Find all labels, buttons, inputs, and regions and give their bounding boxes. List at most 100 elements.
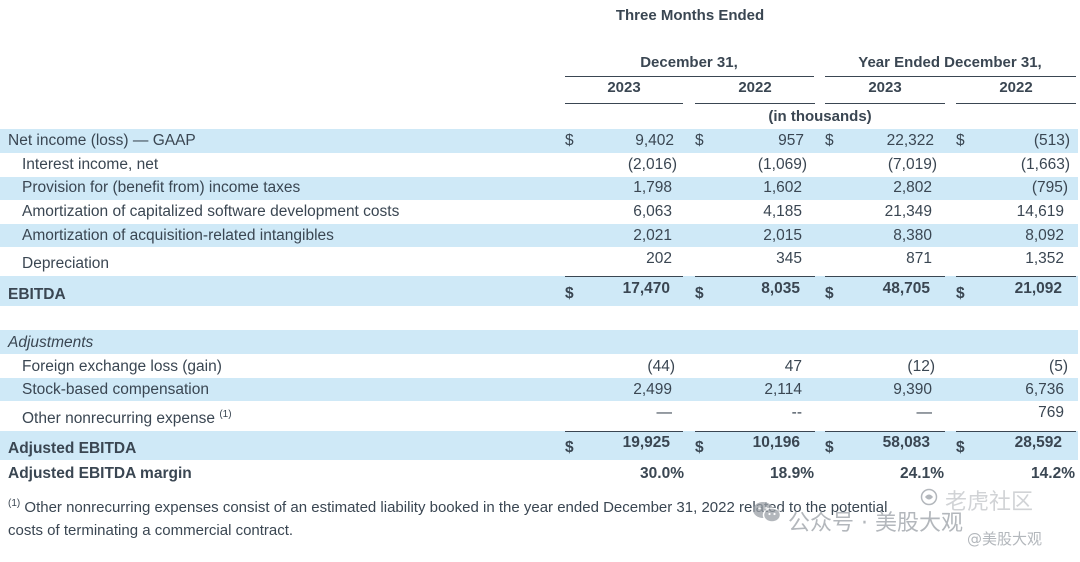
val-provision-4: (795) <box>1031 179 1068 196</box>
val-sbc-3: 9,390 <box>893 381 932 398</box>
rule-ebitda-1 <box>565 276 683 277</box>
val-adj-ebitda-2: 10,196 <box>752 434 800 451</box>
band-adj-ebitda <box>0 431 1078 460</box>
cur-adj-ebitda-2: $ <box>695 439 704 456</box>
val-fx-3: (12) <box>907 358 935 375</box>
val-fx-2: 47 <box>784 358 802 375</box>
cur-net-income-3: $ <box>825 132 834 149</box>
band-amort-acq <box>0 224 1078 247</box>
val-amort-sw-3: 21,349 <box>884 203 932 220</box>
header-year-ended: Year Ended December 31, <box>858 54 1042 71</box>
label-sbc: Stock-based compensation <box>22 381 209 398</box>
label-net-income: Net income (loss) — GAAP <box>8 132 196 149</box>
val-adj-ebitda-1: 19,925 <box>622 434 670 451</box>
val-depreciation-1: 202 <box>646 250 672 267</box>
rule-ebitda-3 <box>825 276 945 277</box>
year-col-2: 2022 <box>738 79 772 96</box>
val-ebitda-2: 8,035 <box>761 280 800 297</box>
val-net-income-1: 9,402 <box>635 132 674 149</box>
cur-adj-ebitda-4: $ <box>956 439 965 456</box>
band-ebitda <box>0 276 1078 306</box>
label-other-footnote-ref: (1) <box>219 409 232 420</box>
footnote-text-1: Other nonrecurring expenses consist of a… <box>20 499 888 516</box>
val-other-1: — <box>656 404 673 421</box>
label-other-text: Other nonrecurring expense <box>22 410 216 428</box>
units-label: (in thousands) <box>768 108 872 125</box>
val-depreciation-3: 871 <box>906 250 932 267</box>
val-amort-sw-1: 6,063 <box>633 203 672 220</box>
val-adj-margin-1: 30.0% <box>640 465 684 482</box>
rule-year-ended <box>825 76 1076 77</box>
label-ebitda: EBITDA <box>8 286 66 303</box>
rule-adj-4 <box>956 431 1076 432</box>
val-interest-4: (1,663) <box>1020 156 1070 173</box>
val-amort-acq-2: 2,015 <box>763 227 802 244</box>
cur-net-income-4: $ <box>956 132 965 149</box>
val-interest-1: (2,016) <box>627 156 677 173</box>
val-interest-3: (7,019) <box>887 156 937 173</box>
label-interest: Interest income, net <box>22 156 159 173</box>
val-amort-acq-1: 2,021 <box>633 227 672 244</box>
label-adjustments: Adjustments <box>8 334 94 351</box>
rule-year-2 <box>695 103 815 104</box>
label-other: Other nonrecurring expense (1) <box>22 409 232 428</box>
cur-net-income-1: $ <box>565 132 574 149</box>
label-fx: Foreign exchange loss (gain) <box>22 358 222 375</box>
watermark-logo-icon <box>920 488 938 506</box>
label-amort-sw: Amortization of capitalized software dev… <box>22 203 400 220</box>
watermark-handle: @美股大观 <box>967 530 1043 548</box>
val-provision-2: 1,602 <box>763 179 802 196</box>
year-col-3: 2023 <box>868 79 902 96</box>
val-adj-ebitda-3: 58,083 <box>882 434 930 451</box>
cur-adj-ebitda-1: $ <box>565 439 574 456</box>
val-other-3: — <box>916 404 933 421</box>
val-adj-margin-3: 24.1% <box>900 465 944 482</box>
rule-adj-1 <box>565 431 683 432</box>
cur-ebitda-4: $ <box>956 285 965 302</box>
band-provision <box>0 177 1078 200</box>
val-interest-2: (1,069) <box>757 156 807 173</box>
cur-ebitda-1: $ <box>565 285 574 302</box>
band-net-income <box>0 129 1078 153</box>
cur-ebitda-2: $ <box>695 285 704 302</box>
label-adj-ebitda: Adjusted EBITDA <box>8 440 137 457</box>
rule-year-4 <box>956 103 1076 104</box>
cur-adj-ebitda-3: $ <box>825 439 834 456</box>
watermark-community: 老虎社区 <box>945 490 1034 515</box>
val-amort-acq-4: 8,092 <box>1025 227 1064 244</box>
val-provision-1: 1,798 <box>633 179 672 196</box>
val-ebitda-3: 48,705 <box>882 280 930 297</box>
label-depreciation: Depreciation <box>22 255 110 272</box>
val-fx-1: (44) <box>647 358 675 375</box>
val-ebitda-4: 21,092 <box>1014 280 1062 297</box>
val-net-income-4: (513) <box>1033 132 1070 149</box>
band-sbc <box>0 378 1078 401</box>
val-adj-margin-4: 14.2% <box>1031 465 1075 482</box>
val-net-income-3: 22,322 <box>886 132 934 149</box>
label-provision: Provision for (benefit from) income taxe… <box>22 179 301 196</box>
year-col-4: 2022 <box>999 79 1033 96</box>
watermark-text: 公众号 · 美股大观 <box>788 511 963 536</box>
val-amort-sw-4: 14,619 <box>1016 203 1064 220</box>
rule-three-months <box>565 76 814 77</box>
val-provision-3: 2,802 <box>893 179 932 196</box>
val-sbc-4: 6,736 <box>1025 381 1064 398</box>
val-net-income-2: 957 <box>778 132 804 149</box>
cur-ebitda-3: $ <box>825 285 834 302</box>
val-amort-sw-2: 4,185 <box>763 203 802 220</box>
rule-ebitda-2 <box>695 276 815 277</box>
header-december: December 31, <box>640 54 738 71</box>
band-adjustments <box>0 330 1078 354</box>
val-sbc-1: 2,499 <box>633 381 672 398</box>
val-amort-acq-3: 8,380 <box>893 227 932 244</box>
val-fx-4: (5) <box>1049 358 1068 375</box>
footnote-line-1: (1) Other nonrecurring expenses consist … <box>8 498 887 516</box>
val-other-2: -- <box>791 404 802 421</box>
val-sbc-2: 2,114 <box>764 381 802 398</box>
val-ebitda-1: 17,470 <box>622 280 670 297</box>
rule-ebitda-4 <box>956 276 1076 277</box>
cur-net-income-2: $ <box>695 132 704 149</box>
footnote-line-2: costs of terminating a commercial contra… <box>8 522 294 539</box>
label-amort-acq: Amortization of acquisition-related inta… <box>22 227 334 244</box>
year-col-1: 2023 <box>607 79 641 96</box>
